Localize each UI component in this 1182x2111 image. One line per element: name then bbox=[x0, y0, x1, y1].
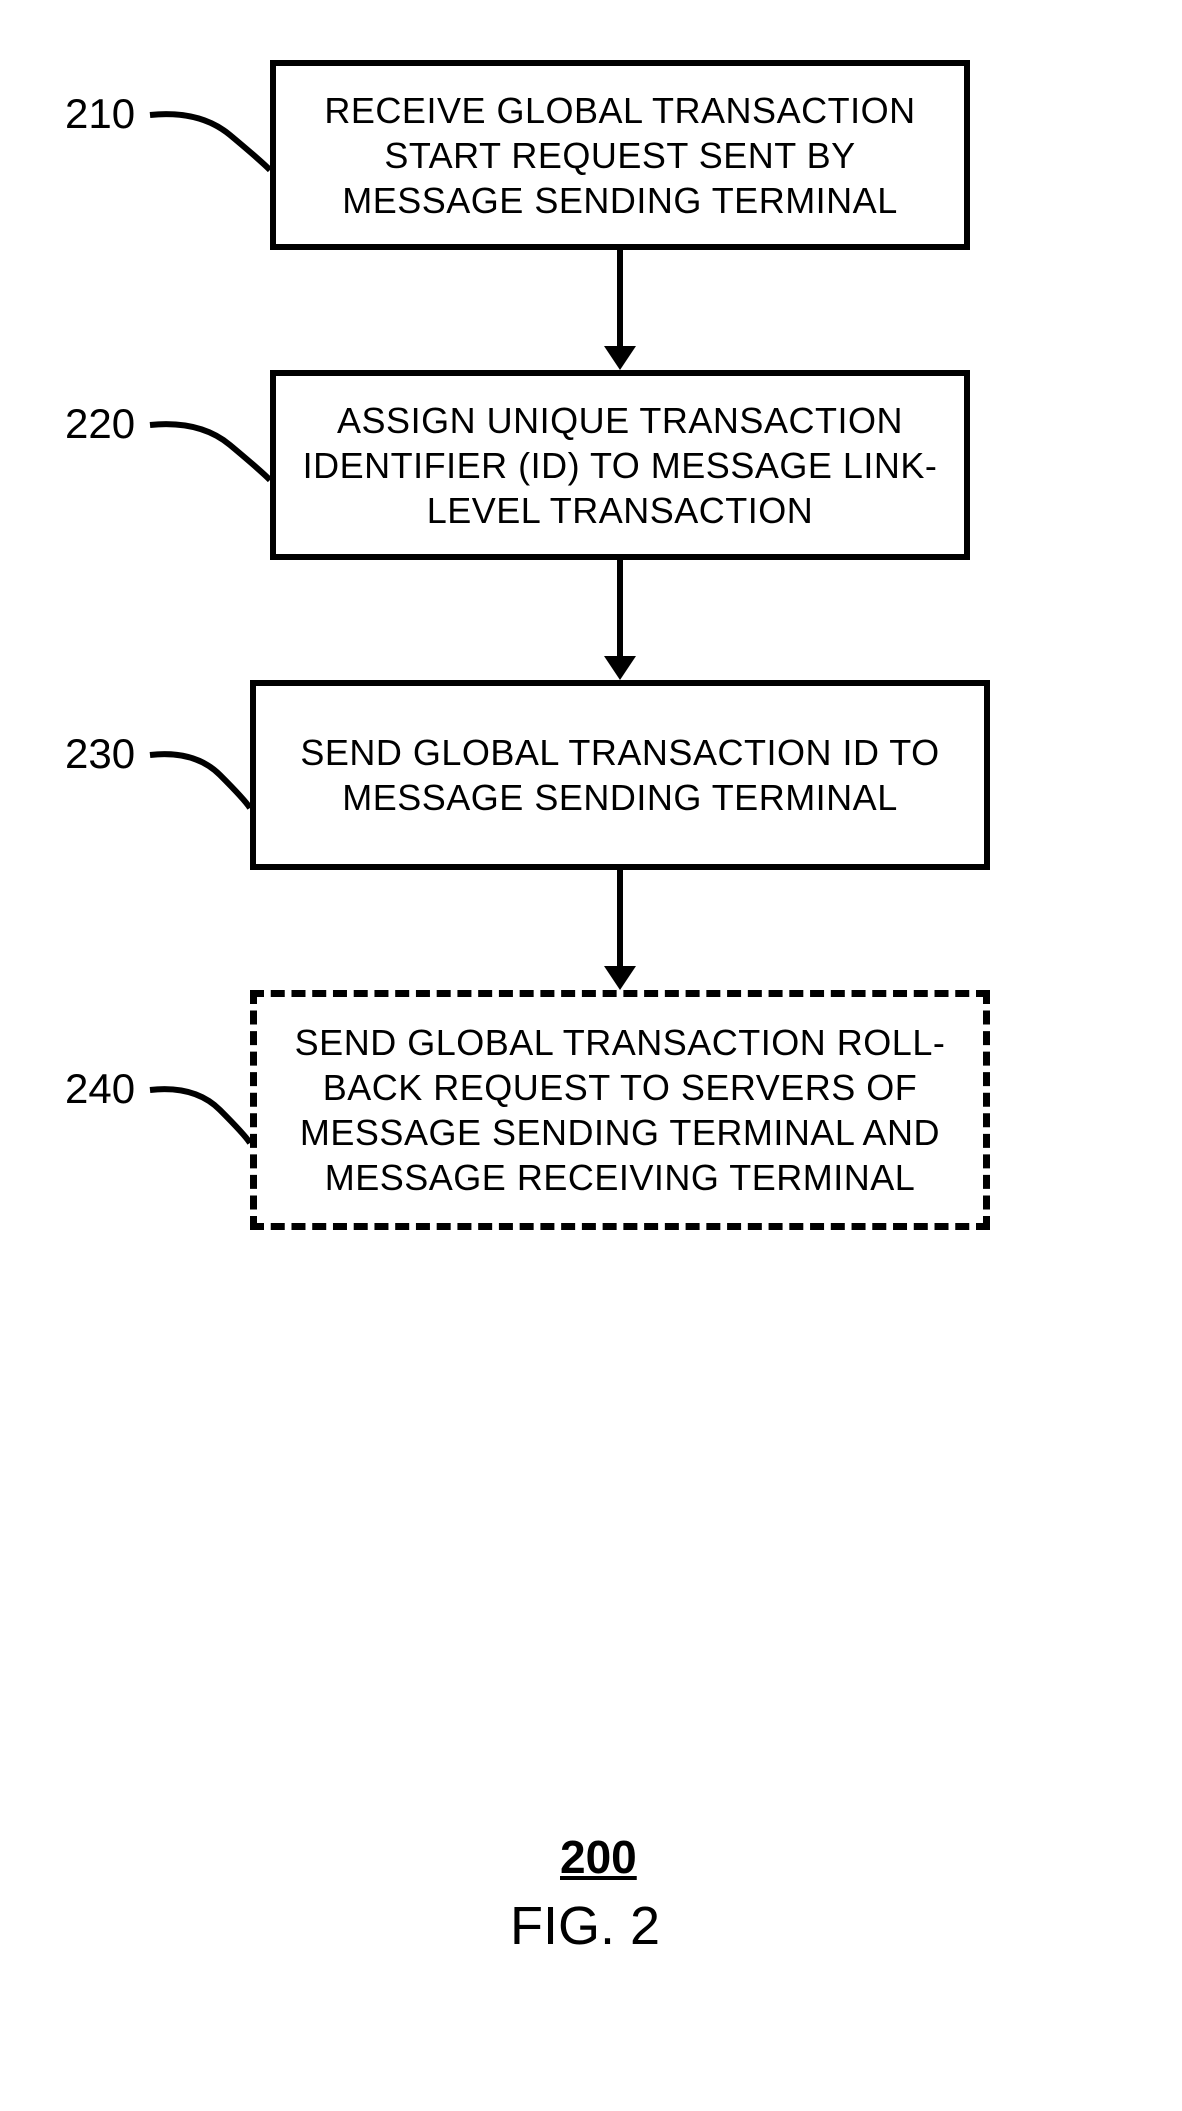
figure-number: 200 bbox=[560, 1830, 637, 1884]
figure-label: FIG. 2 bbox=[510, 1895, 660, 1957]
ref-connector-220 bbox=[140, 410, 280, 500]
step-assign-id: ASSIGN UNIQUE TRANSACTION IDENTIFIER (ID… bbox=[270, 370, 970, 560]
step-receive-request: RECEIVE GLOBAL TRANSACTION START REQUEST… bbox=[270, 60, 970, 250]
ref-connector-210 bbox=[140, 100, 280, 190]
ref-label-210: 210 bbox=[65, 90, 135, 138]
ref-label-220: 220 bbox=[65, 400, 135, 448]
ref-connector-230 bbox=[140, 740, 260, 830]
step-rollback-request: SEND GLOBAL TRANSACTION ROLL-BACK REQUES… bbox=[250, 990, 990, 1230]
ref-connector-240 bbox=[140, 1075, 260, 1165]
ref-label-240: 240 bbox=[65, 1065, 135, 1113]
step-send-id: SEND GLOBAL TRANSACTION ID TO MESSAGE SE… bbox=[250, 680, 990, 870]
flowchart-canvas: 210 220 230 240 RECEIVE GLOBAL TRANSACTI… bbox=[0, 0, 1182, 2111]
ref-label-230: 230 bbox=[65, 730, 135, 778]
